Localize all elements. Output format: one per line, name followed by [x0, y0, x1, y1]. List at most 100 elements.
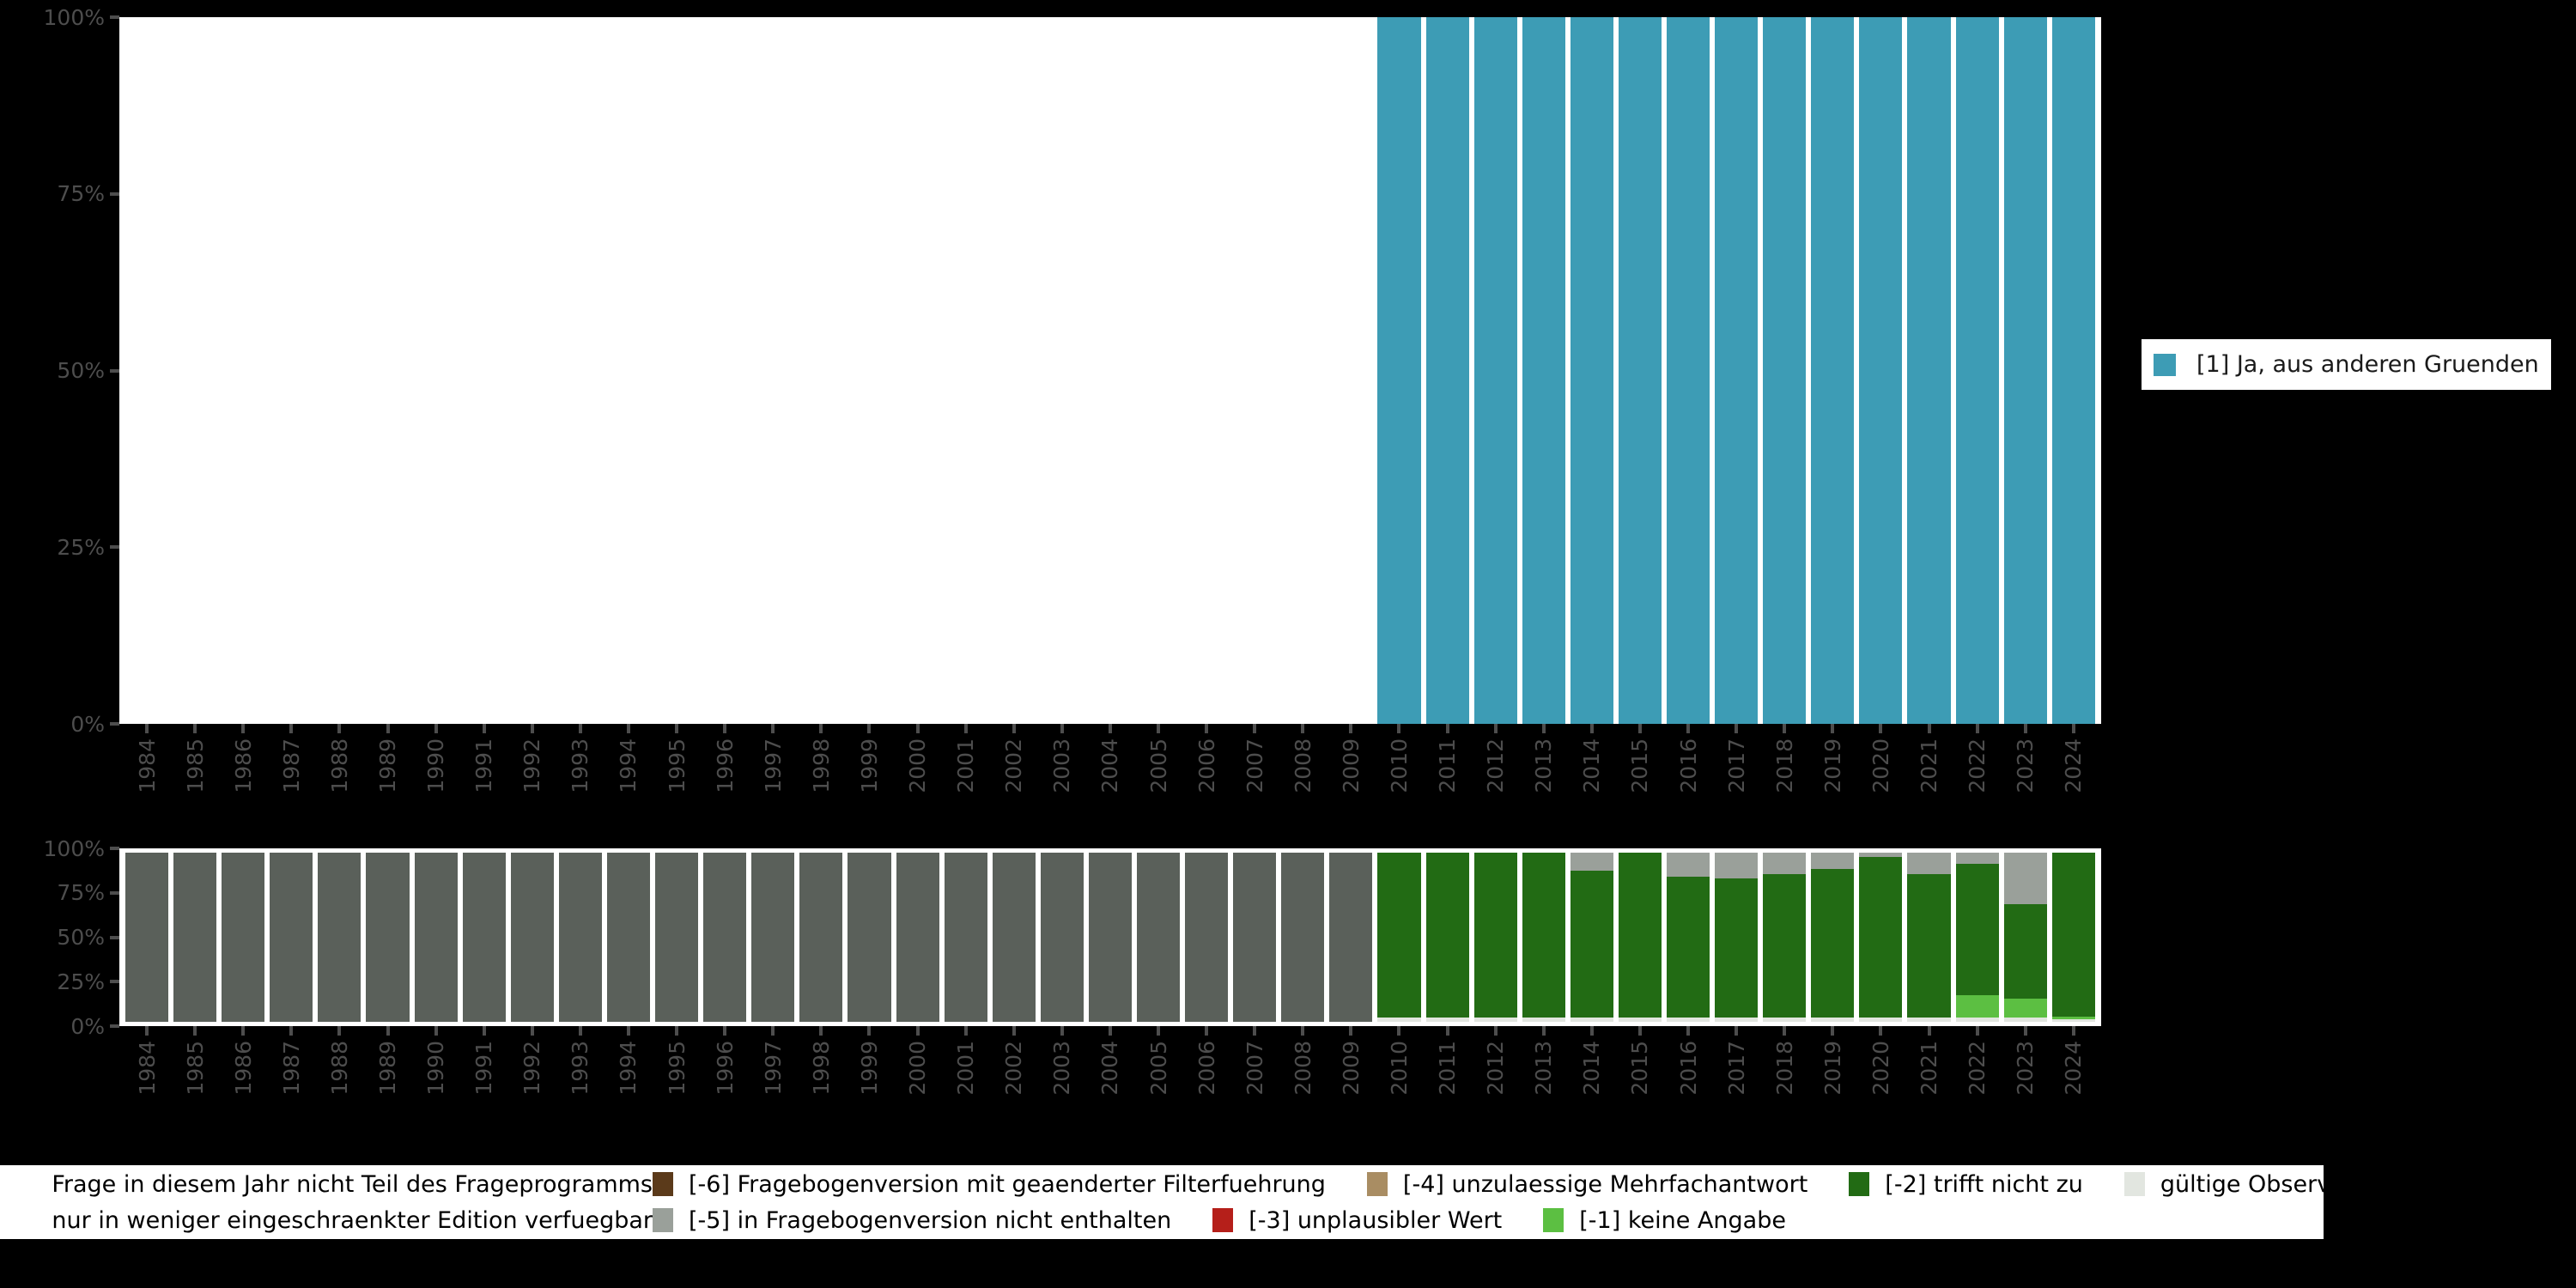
bar-segment: [1570, 17, 1613, 724]
x-axis-tick-mark: [145, 724, 149, 733]
bottom-bar-group: [119, 848, 2101, 1026]
top-bar-group: [119, 17, 2101, 724]
legend-color-swatch: [1849, 1172, 1870, 1196]
x-axis-tick: 2015: [1616, 1026, 1664, 1138]
x-axis-tick-label: 2013: [1531, 738, 1557, 793]
x-axis-tick-mark: [289, 1026, 294, 1036]
bar-segment: [799, 853, 843, 1022]
x-axis-tick-label: 2010: [1386, 1041, 1412, 1096]
x-axis-tick: 2021: [1905, 1026, 1953, 1138]
x-axis-tick-label: 2024: [2061, 738, 2087, 793]
bar-segment: [2003, 1018, 2047, 1022]
x-axis-tick-mark: [1783, 724, 1787, 733]
bar-slot: [460, 17, 508, 724]
legend-entry-label: gültige Observationen: [2160, 1170, 2419, 1198]
legend-entry-label: [1] Ja, aus anderen Gruenden: [2196, 351, 2539, 378]
bar-segment: [1473, 1018, 1517, 1022]
x-axis-tick-mark: [2023, 724, 2027, 733]
x-axis-tick-label: 2014: [1579, 738, 1605, 793]
x-axis-tick: 2004: [1086, 1026, 1134, 1138]
x-axis-tick-label: 1989: [375, 1041, 401, 1096]
x-axis-tick-mark: [1831, 1026, 1835, 1036]
bar-slot: [1568, 17, 1616, 724]
x-axis-tick-mark: [819, 1026, 823, 1036]
bar-slot: [1038, 17, 1086, 724]
bar-segment: [173, 853, 217, 1022]
x-axis-tick: 2007: [1230, 724, 1279, 835]
x-axis-tick-label: 2003: [1049, 1041, 1075, 1096]
x-axis-tick: 2006: [1182, 1026, 1230, 1138]
x-axis-tick-mark: [241, 1026, 246, 1036]
bar-segment: [606, 853, 651, 1022]
bar-slot: [1712, 853, 1760, 1022]
x-axis-tick: 2014: [1568, 1026, 1616, 1138]
bar-segment: [655, 853, 699, 1022]
bar-segment: [1811, 1018, 1855, 1022]
x-axis-tick-label: 1984: [134, 738, 160, 793]
x-axis-tick-label: 2006: [1194, 738, 1219, 793]
top-legend: [1] Ja, aus anderen Gruenden: [2142, 339, 2551, 390]
x-axis-tick-label: 2017: [1723, 738, 1749, 793]
x-axis-tick-label: 1996: [712, 738, 738, 793]
x-axis-tick-label: 2005: [1145, 738, 1171, 793]
bar-slot: [171, 17, 219, 724]
y-axis-tick-label: 25%: [57, 534, 105, 560]
x-axis-tick-label: 1986: [230, 738, 256, 793]
bar-slot: [363, 853, 411, 1022]
x-axis-tick: 2008: [1279, 1026, 1327, 1138]
x-axis-tick-label: 1991: [471, 738, 497, 793]
x-axis-tick-mark: [1589, 724, 1594, 733]
x-axis-tick-mark: [675, 724, 679, 733]
legend-entry-label: [-1] keine Angabe: [1579, 1206, 1786, 1234]
bar-segment: [1859, 856, 1903, 1018]
bar-slot: [412, 17, 460, 724]
y-axis-tick-label: 100%: [43, 835, 105, 861]
bar-slot: [1134, 853, 1182, 1022]
bar-segment: [1763, 853, 1807, 874]
top-y-axis: 100% 75% 50% 25% 0%: [0, 7, 119, 735]
x-axis-tick-mark: [1735, 724, 1739, 733]
bar-segment: [1377, 1018, 1421, 1022]
x-axis-tick-mark: [1637, 1026, 1642, 1036]
x-axis-tick-label: 2005: [1145, 1041, 1171, 1096]
x-axis-tick: 2017: [1712, 724, 1760, 835]
bar-slot: [845, 17, 893, 724]
x-axis-tick: 2015: [1616, 724, 1664, 835]
x-axis-tick-mark: [1445, 724, 1449, 733]
bar-slot: [1953, 853, 2002, 1022]
bar-slot: [171, 853, 219, 1022]
bar-segment: [414, 853, 458, 1022]
legend-row: nur in weniger eingeschraenkter Edition …: [0, 1205, 2324, 1236]
bar-slot: [1375, 853, 1423, 1022]
bar-segment: [1425, 1018, 1469, 1022]
bar-slot: [1086, 17, 1134, 724]
bar-segment: [1859, 1018, 1903, 1022]
bottom-x-axis: 1984 1985 1986 1987 1988 1989 1990 1991 1992 1993…: [119, 1026, 2101, 1138]
bar-segment: [896, 853, 939, 1022]
x-axis-tick: 2008: [1279, 724, 1327, 835]
bar-slot: [1616, 853, 1664, 1022]
bar-segment: [366, 853, 410, 1022]
bar-slot: [556, 853, 605, 1022]
x-axis-tick: 2005: [1134, 1026, 1182, 1138]
x-axis-tick-label: 1992: [519, 738, 545, 793]
bar-slot: [605, 853, 653, 1022]
legend-entry: [1] Ja, aus anderen Gruenden: [2154, 353, 2539, 376]
y-axis-tick-label: 50%: [57, 925, 105, 950]
y-axis-tick-label: 75%: [57, 880, 105, 906]
x-axis-tick-label: 2000: [905, 738, 931, 793]
x-axis-tick-label: 1986: [230, 1041, 256, 1096]
x-axis-tick-mark: [626, 724, 630, 733]
bar-segment: [1715, 1018, 1759, 1022]
bar-slot: [1905, 853, 1953, 1022]
legend-entry: nur in weniger eingeschraenkter Edition …: [0, 1205, 1171, 1236]
x-axis-tick-mark: [867, 1026, 872, 1036]
x-axis-tick-mark: [1012, 1026, 1016, 1036]
x-axis-tick: 1993: [556, 724, 605, 835]
x-axis-tick-mark: [1879, 1026, 1883, 1036]
bar-segment: [1667, 1018, 1710, 1022]
bar-segment: [1473, 853, 1517, 1018]
bar-slot: [1664, 17, 1712, 724]
bar-slot: [2050, 17, 2098, 724]
bar-segment: [1136, 853, 1181, 1022]
